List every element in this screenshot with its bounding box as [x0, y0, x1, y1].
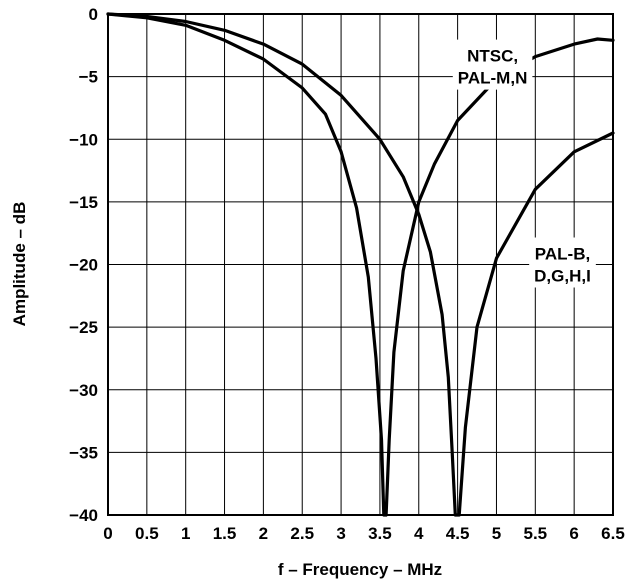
annotation-background: [529, 237, 596, 288]
x-tick-label: 6: [569, 524, 578, 543]
x-tick-label: 5: [492, 524, 501, 543]
y-tick-label: 0: [89, 5, 98, 24]
y-tick-label: −10: [69, 130, 98, 149]
y-tick-label: −40: [69, 506, 98, 525]
x-tick-label: 6.5: [601, 524, 625, 543]
x-tick-label: 3: [336, 524, 345, 543]
y-tick-label: −20: [69, 256, 98, 275]
x-tick-label: 2: [259, 524, 268, 543]
y-tick-label: −5: [79, 68, 98, 87]
annotation-layer: NTSC, PAL-M,N PAL-B, D,G,H,I: [452, 39, 596, 288]
y-axis-title: Amplitude – dB: [10, 202, 29, 327]
annotation-line: PAL-B,: [535, 245, 590, 264]
annotation-line: NTSC,: [467, 47, 518, 66]
y-tick-label: −30: [69, 381, 98, 400]
x-tick-label: 2.5: [290, 524, 314, 543]
x-tick-label: 0: [103, 524, 112, 543]
x-axis-title: f – Frequency – MHz: [278, 560, 442, 579]
annotation-2: PAL-B, D,G,H,I: [529, 237, 596, 288]
x-tick-label: 4.5: [446, 524, 470, 543]
x-tick-label: 0.5: [135, 524, 159, 543]
y-tick-label: −25: [69, 318, 98, 337]
x-tick-label: 5.5: [523, 524, 547, 543]
y-tick-label: −15: [69, 193, 98, 212]
series-line-2: [106, 12, 615, 517]
annotation-line: PAL-M,N: [458, 69, 528, 88]
plot-frame: [107, 13, 614, 516]
annotation-1: NTSC, PAL-M,N: [452, 39, 533, 90]
x-tick-label: 3.5: [368, 524, 392, 543]
y-tick-label: −35: [69, 443, 98, 462]
x-tick-label: 4: [414, 524, 424, 543]
annotation-line: D,G,H,I: [534, 267, 591, 286]
x-tick-label: 1: [181, 524, 190, 543]
annotation-background: [452, 39, 533, 90]
x-tick-label: 1.5: [213, 524, 237, 543]
tick-label-layer: 0 0.5 1 1.5 2 2.5 3 3.5 4 4.5 5 5.5 6 6.5 0 −5 −10 −15 −20…: [69, 5, 625, 543]
